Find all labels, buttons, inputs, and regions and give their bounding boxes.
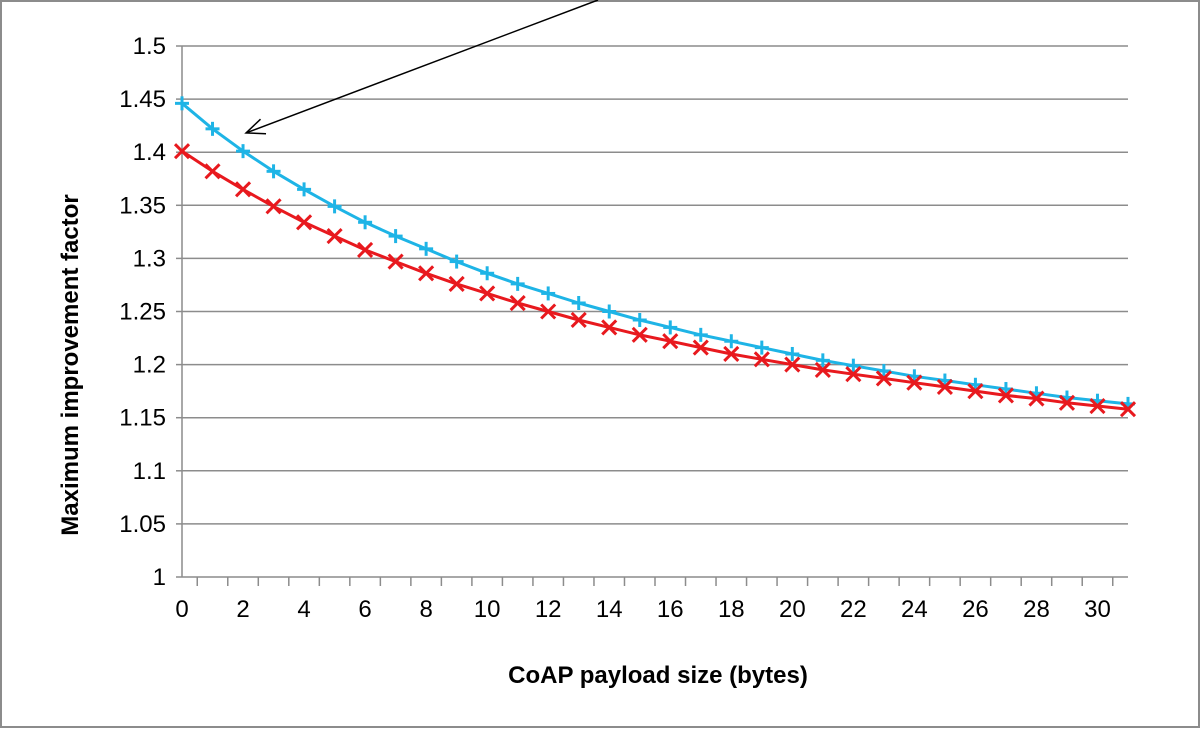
series-1-point-27 [997, 387, 1014, 404]
series-0-point-16 [663, 320, 678, 335]
y-tick-label-2: 1.1 [133, 458, 166, 485]
series-1-point-4 [296, 214, 313, 231]
series-0-point-15 [632, 312, 647, 327]
series-0-point-14 [602, 304, 617, 319]
x-tick-label-0: 0 [175, 596, 188, 623]
series-1-point-3 [265, 198, 282, 215]
x-tick-label-15: 30 [1084, 596, 1111, 623]
x-tick-label-14: 28 [1023, 596, 1050, 623]
y-tick-label-7: 1.35 [119, 192, 166, 219]
series-0-line [181, 102, 1129, 406]
series-1-point-7 [387, 253, 404, 270]
series-1-line [181, 149, 1129, 411]
series-1-point-26 [967, 383, 984, 400]
series-0-point-5 [327, 199, 342, 214]
y-tick-label-1: 1.05 [119, 511, 166, 538]
y-tick-label-9: 1.45 [119, 86, 166, 113]
series-1-point-14 [601, 319, 618, 336]
series-1-point-13 [570, 311, 587, 329]
series-layer [173, 96, 1137, 418]
x-tick-label-11: 22 [840, 596, 867, 623]
x-tick-label-3: 6 [358, 596, 371, 623]
x-tick-label-8: 16 [657, 596, 684, 623]
x-tick-label-10: 20 [779, 596, 806, 623]
series-0-point-6 [358, 215, 373, 230]
series-1-point-16 [662, 333, 679, 350]
x-tick-label-9: 18 [718, 596, 745, 623]
series-1-point-5 [326, 228, 343, 245]
series-0-point-20 [785, 346, 800, 361]
series-1-point-11 [509, 294, 526, 312]
x-tick-label-5: 10 [474, 596, 501, 623]
series-0-point-9 [449, 254, 464, 269]
tick-labels: 11.051.11.151.21.251.31.351.41.451.50 2 4 6… [119, 33, 1111, 623]
series-1-point-21 [814, 361, 831, 378]
series-0-point-23 [876, 363, 891, 378]
series-0-point-7 [388, 229, 403, 244]
series-1-point-20 [784, 356, 801, 373]
series-1-point-18 [723, 345, 740, 363]
y-tick-label-6: 1.3 [133, 245, 166, 272]
series-0-point-18 [724, 334, 739, 349]
x-axis-title: CoAP payload size (bytes) [508, 662, 808, 689]
series-0-point-4 [297, 182, 312, 197]
series-1-point-2 [234, 181, 252, 198]
series-0-point-0 [175, 96, 189, 111]
series-1-point-31 [1119, 401, 1137, 418]
series-1-point-1 [204, 163, 221, 180]
series-0-point-11 [510, 276, 525, 291]
y-axis-title: Maximum improvement factor [57, 194, 84, 535]
x-tick-label-4: 8 [419, 596, 432, 623]
series-0-point-22 [846, 358, 861, 373]
series-0-point-19 [754, 340, 769, 355]
series-1-point-30 [1089, 397, 1106, 415]
x-tick-label-1: 2 [236, 596, 249, 623]
grid-lines [182, 45, 1128, 525]
series-1-point-23 [875, 370, 892, 387]
series-1-point-10 [479, 285, 496, 302]
x-tick-label-2: 4 [297, 596, 310, 623]
series-0-point-1 [205, 121, 220, 136]
x-tick-label-12: 24 [901, 596, 928, 623]
annotation-layer [244, 0, 599, 135]
series-1-point-0 [173, 143, 191, 160]
series-1-point-9 [448, 275, 465, 292]
series-1-point-25 [936, 378, 953, 395]
annotation-arrow-head-0 [244, 118, 267, 135]
series-1-point-22 [845, 366, 862, 383]
series-1-point-24 [906, 374, 923, 391]
series-1-point-8 [418, 265, 435, 282]
y-tick-label-0: 1 [153, 564, 166, 591]
y-tick-label-8: 1.4 [133, 139, 166, 166]
series-1-point-12 [540, 303, 557, 320]
y-tick-label-5: 1.25 [119, 299, 166, 326]
series-1-point-17 [692, 339, 709, 356]
annotation-arrow-line-0 [245, 0, 599, 134]
x-tick-label-13: 26 [962, 596, 989, 623]
series-0-point-13 [571, 296, 586, 311]
series-0-point-21 [815, 353, 830, 368]
series-0-point-8 [419, 241, 434, 256]
y-tick-label-3: 1.15 [119, 405, 166, 432]
series-0-point-17 [693, 327, 708, 342]
series-0-point-10 [480, 266, 495, 281]
series-1-point-6 [357, 241, 374, 258]
series-1-point-29 [1058, 394, 1076, 411]
x-tick-label-6: 12 [535, 596, 562, 623]
series-1-point-15 [631, 326, 648, 343]
series-1-point-19 [753, 351, 770, 368]
series-0-point-2 [236, 144, 251, 159]
x-tick-label-7: 14 [596, 596, 623, 623]
series-0-point-3 [266, 164, 281, 179]
y-tick-label-10: 1.5 [133, 33, 166, 60]
y-tick-label-4: 1.2 [133, 352, 166, 379]
series-1-point-28 [1028, 390, 1045, 407]
series-0-point-12 [541, 286, 556, 301]
